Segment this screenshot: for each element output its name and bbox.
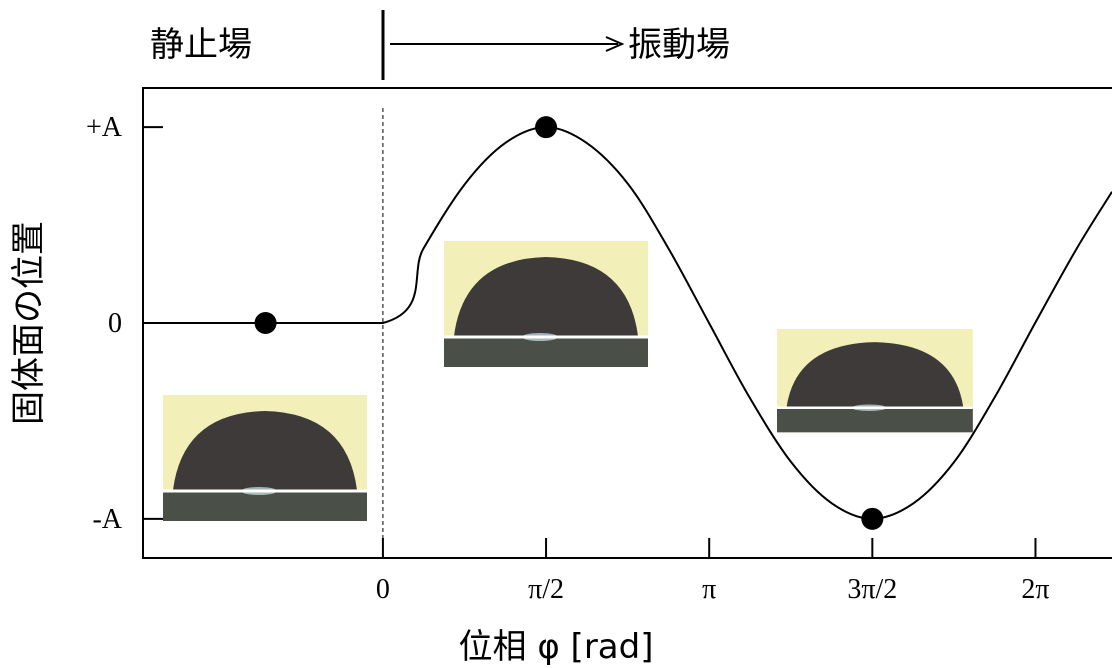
y-tick-label: -A [92,504,122,535]
x-tick-label: 3π/2 [847,574,897,605]
header-left: 静止場 [150,25,252,65]
y-tick-label: +A [86,112,123,143]
point [255,312,277,334]
x-tick-label: π/2 [528,574,564,605]
x-axis-label: 位相 φ [rad] [459,627,654,667]
droplet-photo [444,241,648,367]
point [861,508,883,530]
header-right: 振動場 [628,25,730,65]
chart: 静止場 振動場 位相 φ [rad] 固体面の位置 0 π/2 π 3π/2 2π +A 0… [0,0,1112,668]
y-axis-label: 固体面の位置 [9,221,49,425]
photos [163,241,973,521]
point [535,116,557,138]
droplet-photo [777,329,973,432]
x-tick-label: 0 [376,574,390,605]
x-tick-label: π [702,574,716,605]
y-tick-label: 0 [108,308,122,339]
x-tick-label: 2π [1021,574,1049,605]
droplet-photo [163,395,367,521]
